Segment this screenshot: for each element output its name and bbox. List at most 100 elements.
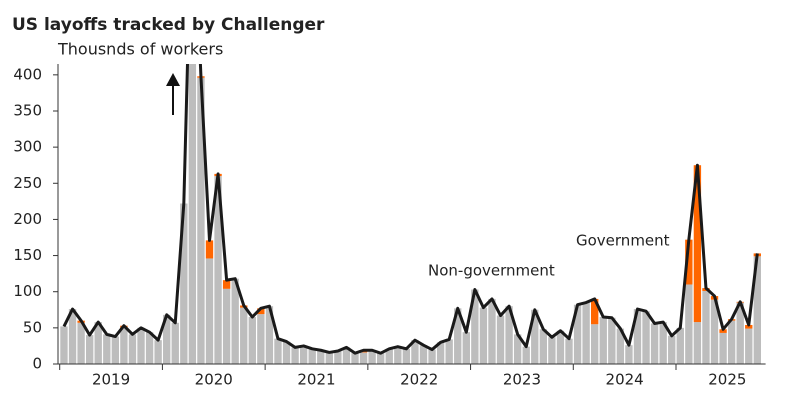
x-tick-label: 2025 <box>708 371 746 389</box>
bar <box>60 326 68 364</box>
bar <box>197 77 205 364</box>
bar <box>685 284 693 364</box>
bar <box>436 342 445 364</box>
bar <box>205 240 214 259</box>
bar <box>719 332 727 364</box>
bar <box>428 349 436 364</box>
bar <box>471 289 479 364</box>
bar <box>377 353 385 364</box>
bar <box>522 346 530 364</box>
bar <box>342 347 351 364</box>
bar <box>753 256 761 364</box>
bar <box>163 314 171 364</box>
bar <box>591 324 599 364</box>
bar <box>385 348 393 364</box>
bar <box>736 302 744 364</box>
y-tick-label: 350 <box>13 101 42 119</box>
bar <box>650 323 659 364</box>
bar <box>257 314 265 364</box>
bar <box>488 298 496 364</box>
bar <box>496 315 505 364</box>
bar <box>77 322 85 364</box>
bar <box>231 278 239 364</box>
bar <box>308 348 316 364</box>
y-tick-label: 100 <box>13 282 42 300</box>
bar <box>633 309 642 364</box>
y-tick-label: 150 <box>13 246 42 264</box>
bar <box>693 165 702 323</box>
bar <box>68 309 77 364</box>
x-tick-label: 2020 <box>195 371 233 389</box>
bar <box>351 353 359 364</box>
bar <box>445 339 453 364</box>
bar <box>214 176 222 364</box>
bar <box>727 320 736 364</box>
plot-area <box>60 64 761 364</box>
bar <box>582 302 590 364</box>
bar <box>274 338 282 364</box>
bar <box>282 341 291 364</box>
bar <box>608 317 616 364</box>
bar <box>257 308 265 315</box>
bar <box>479 307 488 364</box>
bar <box>291 347 299 364</box>
bar <box>659 322 667 364</box>
bar <box>745 324 753 329</box>
bar <box>94 322 102 364</box>
bar <box>513 334 522 364</box>
bar <box>325 352 334 364</box>
annotation: Government <box>576 232 670 250</box>
y-tick-label: 200 <box>13 210 42 228</box>
y-tick-label: 250 <box>13 174 42 192</box>
chart-subtitle: Thousnds of workers <box>57 40 223 59</box>
bar <box>180 203 188 364</box>
bar <box>402 348 411 364</box>
chart-title: US layoffs tracked by Challenger <box>12 15 325 35</box>
bar <box>548 337 556 364</box>
bar <box>188 64 197 364</box>
bar <box>299 345 308 364</box>
y-tick-label: 400 <box>13 65 42 83</box>
bar <box>668 335 676 364</box>
bar <box>103 334 111 364</box>
bar <box>265 306 274 364</box>
bar <box>616 328 625 364</box>
bar <box>394 346 402 364</box>
bar <box>411 340 419 364</box>
x-tick-label: 2019 <box>92 371 130 389</box>
bar <box>222 288 231 364</box>
bar <box>85 335 94 364</box>
bar <box>317 350 325 364</box>
y-tick-label: 50 <box>23 318 42 336</box>
bar <box>222 280 231 289</box>
bar <box>505 306 513 364</box>
x-tick-label: 2022 <box>400 371 438 389</box>
bar <box>205 258 214 364</box>
bar <box>137 327 145 364</box>
y-tick-label: 0 <box>32 355 42 373</box>
bar <box>556 330 565 364</box>
bar <box>334 350 342 364</box>
bar <box>359 352 368 364</box>
bar <box>702 290 710 364</box>
bar <box>154 340 162 364</box>
bar <box>454 308 462 364</box>
total-line <box>62 64 759 355</box>
annotation: Non-government <box>428 262 555 280</box>
bar <box>171 322 179 364</box>
bar <box>745 328 753 364</box>
bar <box>419 345 428 364</box>
bar <box>719 329 727 333</box>
bar <box>531 309 539 364</box>
bar <box>685 239 693 285</box>
bar <box>248 317 256 364</box>
y-tick-label: 300 <box>13 138 42 156</box>
bar <box>710 299 719 364</box>
bar <box>565 338 573 364</box>
bar <box>573 304 582 364</box>
bar <box>462 332 470 364</box>
bar <box>128 334 137 364</box>
bar <box>120 327 128 364</box>
x-tick-label: 2023 <box>503 371 541 389</box>
